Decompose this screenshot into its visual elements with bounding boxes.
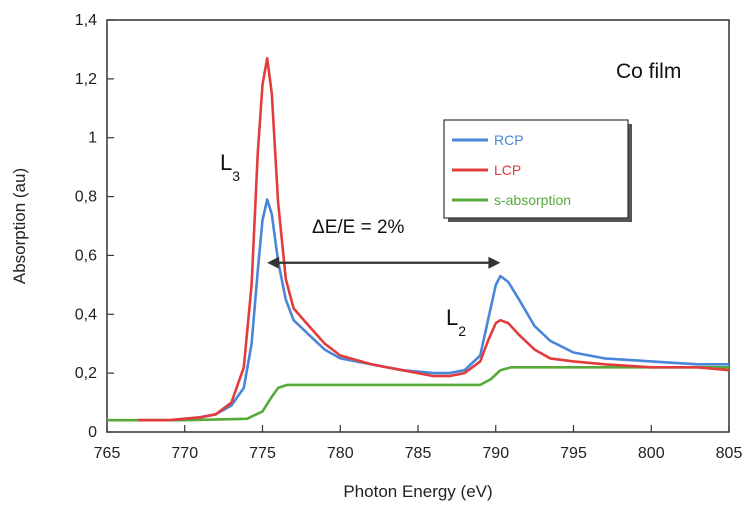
legend-label: RCP	[494, 132, 524, 148]
y-axis-title: Absorption (au)	[10, 168, 29, 284]
sample-label: Co film	[616, 60, 681, 83]
x-tick-label: 765	[94, 445, 121, 462]
arrow-head-right	[488, 256, 501, 269]
x-tick-label: 780	[327, 445, 354, 462]
series-layer	[107, 57, 730, 422]
l3-label: L3	[220, 150, 240, 184]
arrow-head-left	[267, 256, 280, 269]
l2-label: L2	[446, 305, 466, 339]
y-tick-label: 1	[88, 130, 97, 147]
legend-label: LCP	[494, 162, 521, 178]
y-axis: 0 0,2 0,4 0,6 0,8 1 1,2 1,4	[75, 12, 114, 441]
y-tick-label: 0,2	[75, 365, 97, 382]
y-tick-label: 1,2	[75, 71, 97, 88]
l3-main: L	[220, 150, 232, 175]
y-tick-label: 0,4	[75, 306, 97, 323]
legend: RCP LCP s-absorption	[443, 119, 632, 222]
l2-subscript: 2	[458, 323, 466, 339]
resolution-label: ΔE/E = 2%	[312, 217, 405, 238]
legend-label: s-absorption	[494, 192, 571, 208]
x-tick-label: 795	[560, 445, 587, 462]
y-tick-label: 1,4	[75, 12, 97, 29]
series-line-lcp	[138, 57, 730, 422]
x-tick-label: 785	[405, 445, 432, 462]
y-tick-label: 0,6	[75, 247, 97, 264]
y-tick-label: 0,8	[75, 189, 97, 206]
series-line-rcp	[138, 198, 729, 422]
y-tick-label: 0	[88, 424, 97, 441]
x-axis-title: Photon Energy (eV)	[343, 482, 492, 501]
l3-subscript: 3	[232, 168, 240, 184]
l2-main: L	[446, 305, 458, 330]
x-tick-label: 800	[638, 445, 665, 462]
x-axis: 765 770 775 780 785 790 795 800 805	[94, 425, 743, 462]
x-tick-label: 775	[249, 445, 276, 462]
x-tick-label: 805	[716, 445, 743, 462]
series-line-s-absorption	[107, 366, 729, 422]
x-tick-label: 790	[482, 445, 509, 462]
x-tick-label: 770	[171, 445, 198, 462]
